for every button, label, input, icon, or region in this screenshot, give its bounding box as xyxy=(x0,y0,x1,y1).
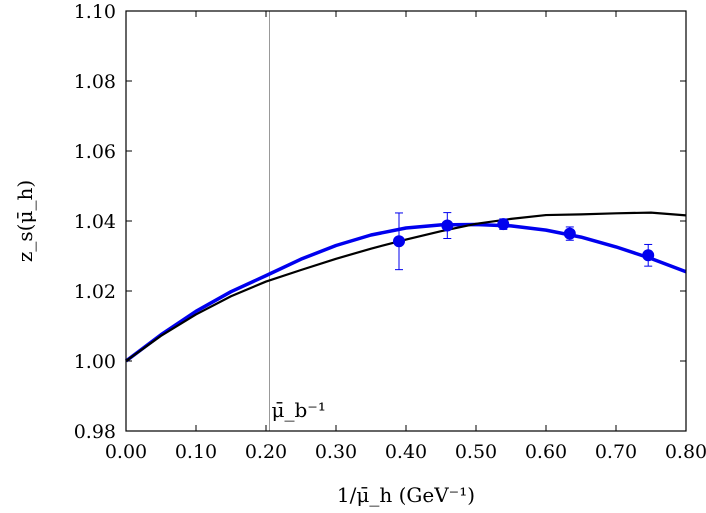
x-tick-label: 0.60 xyxy=(525,441,567,463)
x-tick-label: 0.70 xyxy=(595,441,637,463)
y-tick-label: 1.08 xyxy=(74,71,116,93)
series-line-1 xyxy=(124,222,687,363)
y-axis-label: z_s(μ̄_h) xyxy=(13,180,37,262)
y-tick-labels: 0.98 1.00 1.02 1.04 1.06 1.08 1.10 xyxy=(74,1,116,443)
data-point xyxy=(642,249,655,262)
data-points-group xyxy=(393,212,655,271)
x-tick-label: 0.50 xyxy=(455,441,497,463)
x-tick-label: 0.20 xyxy=(245,441,287,463)
x-tick-label: 0.40 xyxy=(385,441,427,463)
y-tick-label: 1.10 xyxy=(74,1,116,23)
y-tick-label: 1.04 xyxy=(74,211,116,233)
y-tick-label: 0.98 xyxy=(74,421,116,443)
series-line-2 xyxy=(125,211,687,362)
axis-ticks-group xyxy=(125,10,687,432)
y-tick-label: 1.06 xyxy=(74,141,116,163)
x-tick-label: 0.80 xyxy=(665,441,706,463)
data-point xyxy=(441,219,454,232)
x-tick-label: 0.10 xyxy=(175,441,217,463)
x-axis-label: 1/μ̄_h (GeV⁻¹) xyxy=(337,483,475,507)
y-tick-label: 1.00 xyxy=(74,351,116,373)
plot-background xyxy=(126,11,686,431)
data-point xyxy=(393,235,405,248)
x-tick-labels: 0.00 0.10 0.20 0.30 0.40 0.50 0.60 0.70 0.80 xyxy=(105,441,706,463)
y-tick-label: 1.02 xyxy=(74,281,116,303)
x-tick-label: 0.30 xyxy=(315,441,357,463)
series-group xyxy=(124,211,687,363)
data-point xyxy=(563,227,576,240)
reference-line-label: μ̄_b⁻¹ xyxy=(272,398,326,422)
x-tick-label: 0.00 xyxy=(105,441,147,463)
data-point xyxy=(497,218,510,231)
